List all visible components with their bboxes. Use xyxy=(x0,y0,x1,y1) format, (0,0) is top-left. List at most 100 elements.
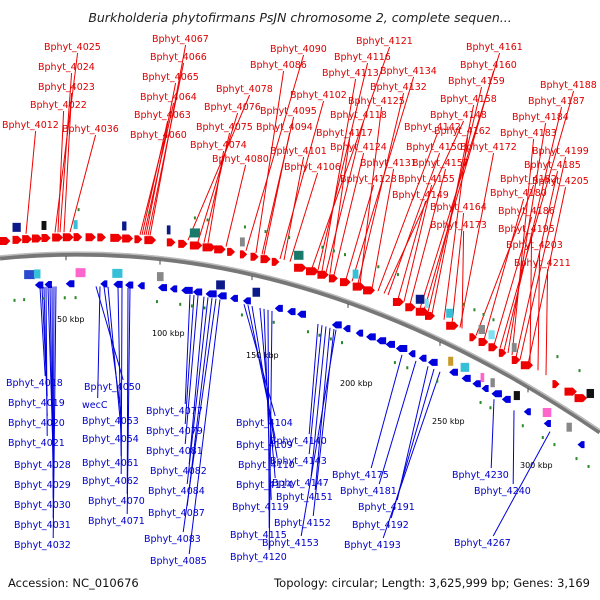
forward-gene[interactable] xyxy=(110,233,123,242)
reverse-gene[interactable] xyxy=(100,280,108,288)
forward-gene-label[interactable]: Bphyt_4150 xyxy=(406,142,463,153)
forward-gene[interactable] xyxy=(227,247,236,256)
forward-gene-label[interactable]: Bphyt_4124 xyxy=(330,142,387,153)
forward-gene-label[interactable]: Bphyt_4036 xyxy=(62,124,119,135)
forward-gene-label[interactable]: Bphyt_4161 xyxy=(466,42,523,53)
forward-gene-label[interactable]: Bphyt_4102 xyxy=(290,90,347,101)
forward-gene-label[interactable]: Bphyt_4024 xyxy=(38,62,95,73)
forward-gene-label[interactable]: Bphyt_4183 xyxy=(500,128,557,139)
reverse-gene[interactable] xyxy=(481,385,489,393)
reverse-gene-label[interactable]: Bphyt_4240 xyxy=(474,486,531,497)
reverse-gene-label[interactable]: Bphyt_4191 xyxy=(358,502,415,513)
reverse-gene[interactable] xyxy=(577,441,585,449)
reverse-gene-label[interactable]: Bphyt_4151 xyxy=(276,492,333,503)
forward-gene-label[interactable]: Bphyt_4012 xyxy=(2,120,59,131)
forward-gene-label[interactable]: Bphyt_4075 xyxy=(196,122,253,133)
forward-gene-label[interactable]: Bphyt_4094 xyxy=(256,122,313,133)
forward-gene[interactable] xyxy=(31,234,43,243)
reverse-gene[interactable] xyxy=(501,395,511,403)
reverse-gene[interactable] xyxy=(157,284,168,292)
forward-gene[interactable] xyxy=(250,252,259,261)
reverse-gene-label[interactable]: Bphyt_4109 xyxy=(236,440,293,451)
forward-gene[interactable] xyxy=(305,267,319,276)
reverse-gene-label[interactable]: Bphyt_4082 xyxy=(150,466,207,477)
forward-gene[interactable] xyxy=(564,387,577,396)
reverse-gene[interactable] xyxy=(355,329,364,337)
reverse-gene-label[interactable]: Bphyt_4030 xyxy=(14,500,71,511)
reverse-gene-label[interactable]: Bphyt_4029 xyxy=(14,480,71,491)
forward-gene-label[interactable]: Bphyt_4064 xyxy=(140,92,197,103)
reverse-gene-label[interactable]: Bphyt_4230 xyxy=(452,470,509,481)
forward-gene[interactable] xyxy=(498,348,507,357)
forward-gene[interactable] xyxy=(214,245,226,254)
forward-gene-label[interactable]: Bphyt_4184 xyxy=(512,112,569,123)
reverse-gene[interactable] xyxy=(461,374,471,382)
reverse-gene-label[interactable]: Bphyt_4031 xyxy=(14,520,71,531)
reverse-gene[interactable] xyxy=(491,390,502,398)
forward-gene-label[interactable]: Bphyt_4125 xyxy=(348,96,405,107)
forward-gene-label[interactable]: Bphyt_4118 xyxy=(330,110,387,121)
forward-gene-label[interactable]: Bphyt_4116 xyxy=(334,52,391,63)
reverse-gene[interactable] xyxy=(181,286,193,294)
forward-gene-label[interactable]: Bphyt_4106 xyxy=(284,162,341,173)
forward-gene[interactable] xyxy=(12,235,22,244)
reverse-gene-label[interactable]: Bphyt_4028 xyxy=(14,460,71,471)
forward-gene-label[interactable]: Bphyt_4067 xyxy=(152,34,209,45)
forward-gene[interactable] xyxy=(405,303,416,312)
forward-gene-label[interactable]: Bphyt_4162 xyxy=(434,126,491,137)
reverse-gene-label[interactable]: Bphyt_4018 xyxy=(6,378,63,389)
reverse-gene-label[interactable]: Bphyt_4175 xyxy=(332,470,389,481)
reverse-gene[interactable] xyxy=(331,321,342,329)
reverse-gene-label[interactable]: Bphyt_4119 xyxy=(232,502,289,513)
forward-gene[interactable] xyxy=(317,270,329,279)
reverse-gene-label[interactable]: Bphyt_4077 xyxy=(146,406,203,417)
forward-gene[interactable] xyxy=(166,238,176,247)
forward-gene[interactable] xyxy=(552,380,560,389)
forward-gene-label[interactable]: Bphyt_4025 xyxy=(44,42,101,53)
reverse-gene[interactable] xyxy=(205,290,217,298)
forward-gene[interactable] xyxy=(52,233,64,242)
forward-gene-label[interactable]: Bphyt_4205 xyxy=(532,176,589,187)
reverse-gene-label[interactable]: Bphyt_4193 xyxy=(344,540,401,551)
reverse-gene[interactable] xyxy=(418,354,427,362)
forward-gene-label[interactable]: Bphyt_4172 xyxy=(460,142,517,153)
reverse-gene-label[interactable]: Bphyt_4061 xyxy=(82,458,139,469)
reverse-gene[interactable] xyxy=(395,345,408,353)
forward-gene-label[interactable]: Bphyt_4131 xyxy=(360,158,417,169)
forward-gene[interactable] xyxy=(328,274,338,283)
reverse-gene-label[interactable]: Bphyt_4021 xyxy=(8,438,65,449)
reverse-gene[interactable] xyxy=(366,333,376,341)
forward-gene[interactable] xyxy=(488,343,498,352)
reverse-gene-label[interactable]: Bphyt_4104 xyxy=(236,418,293,429)
reverse-gene-label[interactable]: Bphyt_4153 xyxy=(262,538,319,549)
reverse-gene[interactable] xyxy=(44,280,52,288)
forward-gene[interactable] xyxy=(446,321,459,330)
forward-gene-label[interactable]: Bphyt_4180 xyxy=(490,188,547,199)
forward-gene-label[interactable]: Bphyt_4022 xyxy=(30,100,87,111)
forward-gene-label[interactable]: Bphyt_4117 xyxy=(316,128,373,139)
reverse-gene[interactable] xyxy=(137,282,145,290)
reverse-gene[interactable] xyxy=(428,358,438,366)
forward-gene-label[interactable]: Bphyt_4134 xyxy=(380,66,437,77)
reverse-gene[interactable] xyxy=(543,420,551,428)
forward-gene[interactable] xyxy=(239,250,248,259)
forward-gene-label[interactable]: Bphyt_4185 xyxy=(524,160,581,171)
reverse-gene[interactable] xyxy=(523,408,531,416)
reverse-gene[interactable] xyxy=(113,280,123,288)
forward-gene-label[interactable]: Bphyt_4066 xyxy=(150,52,207,63)
forward-gene-label[interactable]: Bphyt_4121 xyxy=(356,36,413,47)
forward-gene[interactable] xyxy=(202,243,216,252)
forward-gene-label[interactable]: Bphyt_4063 xyxy=(134,110,191,121)
reverse-gene-label[interactable]: Bphyt_4120 xyxy=(230,552,287,563)
reverse-gene-label[interactable]: Bphyt_4192 xyxy=(352,520,409,531)
reverse-gene[interactable] xyxy=(408,350,416,358)
forward-gene-label[interactable]: Bphyt_4186 xyxy=(498,206,555,217)
reverse-gene[interactable] xyxy=(297,310,306,318)
reverse-gene-label[interactable]: Bphyt_4079 xyxy=(146,426,203,437)
forward-gene[interactable] xyxy=(144,236,157,245)
forward-gene-label[interactable]: Bphyt_4113 xyxy=(322,68,379,79)
reverse-gene[interactable] xyxy=(169,285,178,293)
forward-gene-label[interactable]: Bphyt_4101 xyxy=(270,146,327,157)
forward-gene-label[interactable]: Bphyt_4023 xyxy=(38,82,95,93)
reverse-gene-label[interactable]: Bphyt_4062 xyxy=(82,476,139,487)
